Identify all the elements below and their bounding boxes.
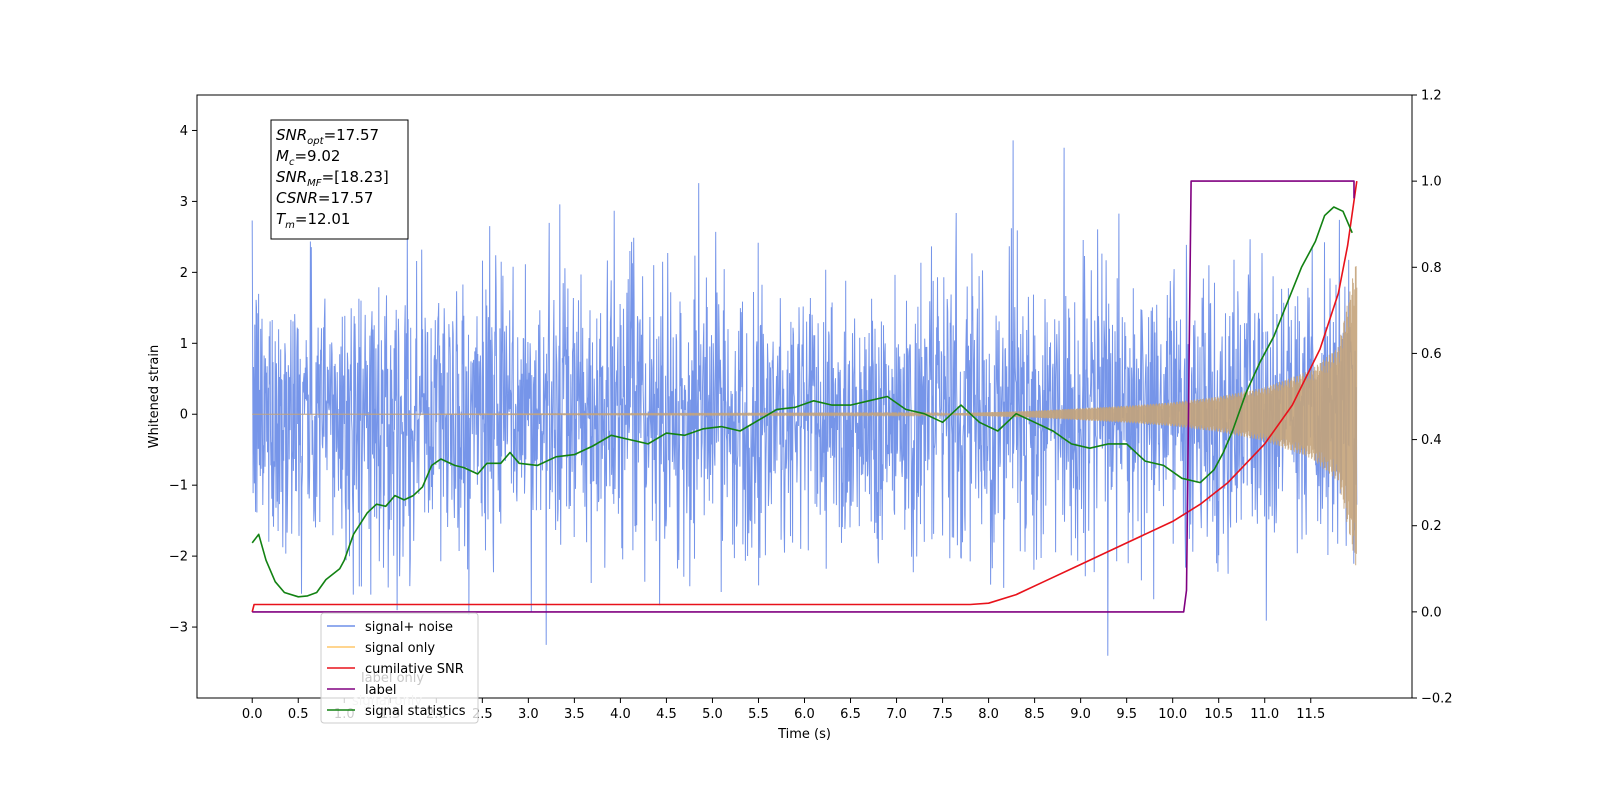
legend-entry-label: signal+ noise — [365, 620, 453, 635]
y-left-tick-label: −2 — [169, 550, 188, 565]
annotation-line: CSNR=17.57 — [276, 189, 373, 207]
y-right-tick-label: −0.2 — [1421, 692, 1453, 707]
x-tick-label: 11.0 — [1250, 707, 1279, 722]
y-left-tick-label: 1 — [180, 337, 188, 352]
y-right-tick-label: 1.2 — [1421, 89, 1442, 104]
x-tick-label: 10.5 — [1204, 707, 1233, 722]
y-left-tick-label: 0 — [180, 408, 188, 423]
annotation-box: SNRopt=17.57Mc=9.02SNRMF=[18.23]CSNR=17.… — [270, 119, 409, 240]
x-tick-label: 6.5 — [840, 707, 861, 722]
y-right-tick-label: 0.2 — [1421, 519, 1442, 534]
legend-entry-label: cumilative SNR — [365, 662, 464, 677]
x-tick-label: 5.5 — [748, 707, 769, 722]
series-cumilative-snr — [251, 180, 1358, 613]
legend-entry-label: signal statistics — [365, 704, 466, 719]
y-right-tick-label: 0.8 — [1421, 261, 1442, 276]
y-left-tick-label: −3 — [169, 621, 188, 636]
y-right-tick-label: 0.0 — [1421, 605, 1442, 620]
x-tick-label: 8.0 — [978, 707, 999, 722]
x-tick-label: 4.0 — [610, 707, 631, 722]
y-right-tick-label: 0.6 — [1421, 347, 1442, 362]
annotation-line: Tm=12.01 — [276, 210, 350, 231]
y-left-tick-label: 4 — [180, 124, 188, 139]
legend-entry-label: signal only — [365, 641, 435, 656]
x-tick-label: 10.0 — [1158, 707, 1187, 722]
legend-ghost-text: label only — [361, 671, 424, 686]
y-right-tick-label: 1.0 — [1421, 175, 1442, 190]
legend-frame — [320, 612, 479, 724]
x-tick-label: 7.5 — [932, 707, 953, 722]
annotation-frame — [270, 119, 409, 240]
y-left-tick-label: 2 — [180, 266, 188, 281]
annotation-line: Mc=9.02 — [276, 147, 340, 168]
x-tick-label: 0.5 — [288, 707, 309, 722]
annotation-line: SNRMF=[18.23] — [276, 168, 389, 189]
y-axis-left-label: Whitened strain — [147, 345, 162, 448]
x-tick-label: 9.5 — [1116, 707, 1137, 722]
series-signal-statistics — [251, 206, 1353, 598]
x-tick-label: 7.0 — [886, 707, 907, 722]
x-tick-label: 0.0 — [242, 707, 263, 722]
plot-content — [251, 140, 1358, 656]
y-axis-right: −0.2 0.0 0.2 0.4 0.6 0.8 1.0 1.2 — [1412, 89, 1453, 707]
legend: signal only label only signal+ noise signal… — [320, 612, 479, 724]
x-tick-label: 4.5 — [656, 707, 677, 722]
x-tick-label: 3.5 — [564, 707, 585, 722]
series-label — [252, 180, 1355, 613]
x-tick-label: 8.5 — [1024, 707, 1045, 722]
y-axis-left: −3 −2 −1 0 1 2 3 4 — [169, 124, 197, 636]
y-left-tick-label: 3 — [180, 195, 188, 210]
x-tick-label: 5.0 — [702, 707, 723, 722]
x-tick-label: 6.0 — [794, 707, 815, 722]
x-tick-label: 9.0 — [1070, 707, 1091, 722]
legend-entry-label: label — [365, 683, 396, 698]
x-tick-label: 3.0 — [518, 707, 539, 722]
y-right-tick-label: 0.4 — [1421, 433, 1442, 448]
series-signal-only — [252, 266, 1358, 566]
x-axis: 0.00.51.01.52.02.53.03.54.04.55.05.56.06… — [242, 698, 1325, 722]
x-axis-label: Time (s) — [777, 727, 831, 742]
annotation-line: SNRopt=17.57 — [276, 126, 379, 147]
x-tick-label: 11.5 — [1296, 707, 1325, 722]
y-left-tick-label: −1 — [169, 479, 188, 494]
